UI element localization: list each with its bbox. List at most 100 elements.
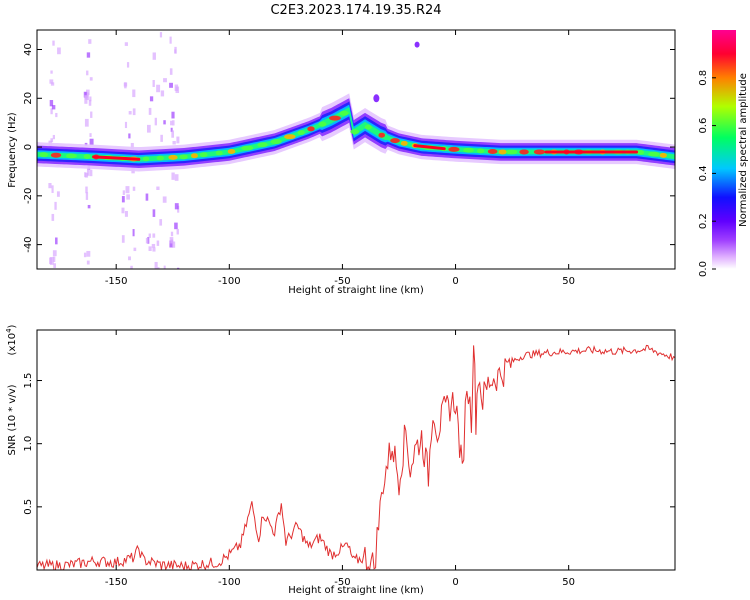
noise-mark	[85, 172, 89, 178]
noise-mark	[54, 201, 57, 210]
core-blob	[156, 155, 164, 161]
noise-mark	[152, 247, 156, 252]
colorbar-tick-label: 0.8	[698, 70, 709, 86]
noise-mark	[169, 240, 174, 248]
colorbar-gradient	[712, 30, 736, 269]
core-blob	[390, 138, 400, 144]
y-tick-label: 1.5	[23, 373, 34, 389]
noise-mark	[53, 263, 56, 269]
colorbar: 0.0 0.2 0.4 0.6 0.8 Normalized spectral ampl…	[698, 30, 749, 277]
core-blob	[142, 156, 150, 162]
noise-mark	[162, 196, 167, 203]
noise-mark	[52, 250, 57, 257]
noise-mark	[50, 82, 55, 86]
noise-mark	[169, 68, 173, 75]
isolated-feature	[373, 94, 380, 103]
noise-mark	[84, 95, 88, 104]
noise-mark	[149, 96, 154, 102]
core-blob	[270, 139, 282, 145]
core-blob	[307, 126, 315, 132]
noise-mark	[49, 100, 54, 107]
core-blob	[659, 152, 667, 158]
core-blob	[50, 152, 62, 158]
noise-mark	[145, 237, 149, 244]
noise-mark	[170, 120, 173, 126]
noise-mark	[124, 42, 128, 46]
y-tick-label: 40	[23, 43, 34, 56]
noise-mark	[126, 62, 130, 68]
noise-mark	[148, 233, 151, 238]
noise-mark	[170, 239, 174, 244]
core-blob	[463, 147, 474, 153]
core-blob	[191, 153, 198, 159]
noise-mark	[89, 77, 93, 81]
noise-mark	[124, 210, 128, 217]
noise-mark	[156, 186, 160, 190]
core-blob	[227, 148, 236, 154]
noise-mark	[85, 192, 89, 200]
colorbar-label: Normalized spectral amplitude	[738, 73, 749, 227]
noise-mark	[148, 107, 152, 115]
noise-mark	[171, 130, 175, 138]
noise-mark	[154, 117, 157, 126]
noise-mark	[163, 265, 166, 269]
noise-mark	[126, 194, 130, 200]
snr-scale-exponent: 4	[5, 328, 13, 333]
noise-mark	[86, 260, 90, 265]
core-blob	[199, 152, 208, 158]
core-blob	[65, 153, 77, 159]
noise-mark	[88, 39, 92, 44]
noise-mark	[160, 134, 163, 142]
noise-mark	[157, 267, 160, 269]
figure-title: C2E3.2023.174.19.35.R24	[270, 3, 441, 18]
noise-mark	[132, 229, 135, 237]
noise-mark	[121, 235, 125, 243]
noise-mark	[52, 256, 56, 263]
snr-y-axis-label: SNR (10 * v/v)	[7, 384, 18, 455]
colorbar-tick-label: 0.6	[698, 118, 709, 134]
snr-scale-close: )	[7, 324, 18, 328]
core-blob	[39, 152, 49, 158]
noise-mark	[128, 256, 131, 261]
noise-mark	[50, 70, 53, 74]
y-tick-label: 20	[23, 92, 34, 105]
noise-mark	[170, 231, 174, 237]
noise-mark	[56, 191, 60, 197]
colorbar-tick-label: 0.2	[698, 213, 709, 229]
x-tick-label: -50	[334, 577, 350, 588]
y-tick-label: -20	[23, 188, 34, 204]
colorbar-tick-label: 0.4	[698, 165, 709, 181]
snr-x-axis-label: Height of straight line (km)	[288, 585, 424, 596]
noise-mark	[50, 108, 53, 115]
noise-mark	[171, 111, 175, 119]
noise-mark	[160, 90, 165, 97]
noise-mark	[132, 108, 136, 116]
core-blob	[533, 149, 546, 155]
noise-mark	[174, 46, 177, 54]
noise-mark	[152, 209, 156, 217]
noise-mark	[177, 267, 180, 269]
core-blob	[648, 151, 660, 157]
noise-mark	[163, 120, 166, 125]
snr-x-ticks: -150 -100 -50 0 50	[105, 330, 575, 588]
spectrogram-x-axis-label: Height of straight line (km)	[288, 285, 424, 296]
x-tick-label: -50	[334, 276, 350, 287]
noise-mark	[90, 111, 93, 118]
x-tick-label: -150	[105, 577, 128, 588]
core-blob	[378, 132, 385, 138]
snr-frame	[36, 329, 676, 571]
core-blob	[318, 121, 327, 127]
noise-mark	[152, 80, 155, 87]
noise-mark	[122, 190, 125, 195]
noise-mark	[84, 172, 87, 178]
noise-mark	[174, 174, 179, 181]
spectrogram-panel: -150 -100 -50 0 50 -40 -20 0 20 40 Height of str…	[7, 29, 676, 296]
spectrogram-y-axis-label: Frequency (Hz)	[7, 112, 18, 188]
spectrogram-marks	[37, 32, 675, 269]
noise-mark	[55, 112, 58, 118]
x-tick-label: -100	[218, 276, 241, 287]
core-blob	[636, 149, 645, 155]
noise-mark	[57, 47, 61, 55]
core-blob	[284, 134, 296, 140]
